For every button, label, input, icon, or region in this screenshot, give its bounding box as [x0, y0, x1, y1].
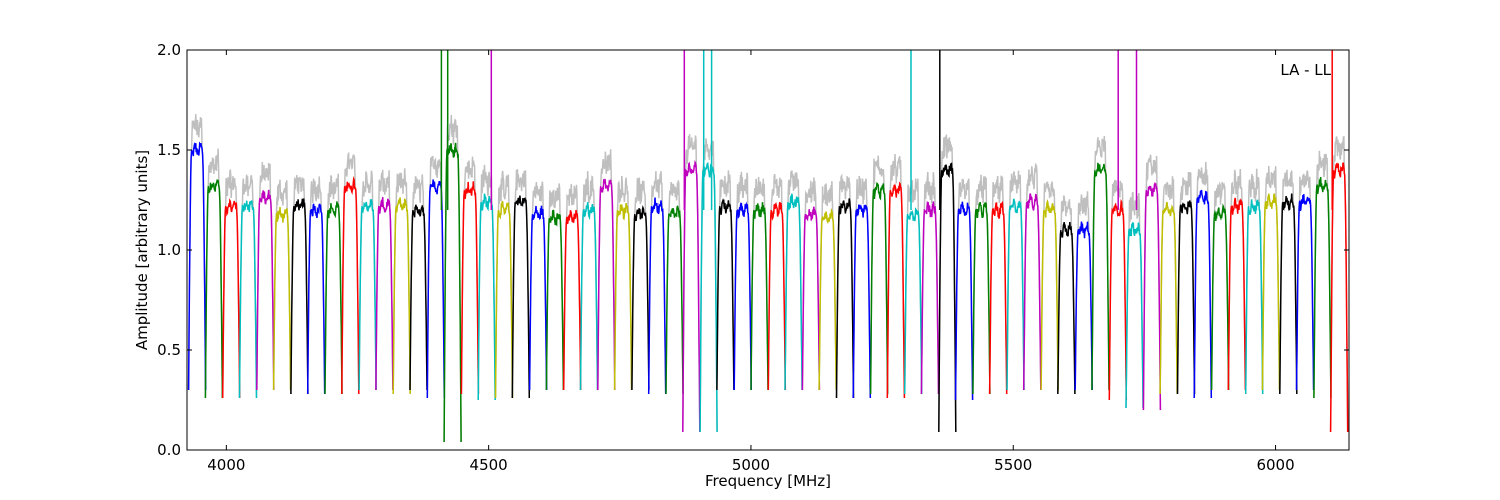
tick-group: 4000 4500 5000 5500 6000 0.0 0.5 1.0 1.5 2.0 [157, 41, 1349, 474]
series-line [631, 205, 650, 391]
y-axis-label: Amplitude [arbitrary units] [133, 150, 151, 350]
x-tick-label: 4500 [470, 456, 508, 474]
series-line [306, 203, 326, 395]
series-line [290, 198, 309, 395]
series-line [972, 202, 991, 395]
series-line [460, 181, 480, 395]
series-line [1057, 221, 1076, 395]
x-tick-label: 4000 [207, 456, 245, 474]
series-line [1329, 162, 1349, 433]
series-line [1108, 198, 1128, 401]
series-line [597, 178, 616, 391]
series-line [1313, 177, 1332, 399]
series-line [324, 201, 343, 395]
series-line [511, 195, 531, 399]
series-line [835, 198, 855, 399]
series-line [1125, 221, 1144, 409]
series-line [358, 199, 377, 391]
series-line [647, 197, 667, 395]
series-line [801, 206, 821, 391]
series-line [1193, 189, 1213, 399]
x-axis-label: Frequency [MHz] [705, 472, 831, 490]
series-line [494, 200, 514, 399]
series-line [187, 141, 207, 391]
series-line [375, 197, 394, 391]
series-line [238, 200, 258, 399]
series-line [1227, 197, 1247, 391]
series-group [187, 141, 1349, 443]
series-line [1074, 221, 1093, 391]
series-line [665, 205, 684, 395]
x-tick-label: 6000 [1256, 456, 1294, 474]
series-line [886, 181, 906, 399]
series-line [716, 198, 735, 391]
y-tick-label: 1.0 [157, 241, 181, 259]
series-line [920, 200, 940, 395]
series-line [613, 202, 633, 391]
series-line [562, 209, 582, 391]
series-line [903, 207, 923, 395]
series-line [204, 178, 224, 399]
series-line [1261, 193, 1281, 391]
series-line [392, 197, 411, 395]
y-tick-label: 1.5 [157, 141, 181, 159]
series-line [528, 205, 548, 391]
series-line [221, 198, 241, 399]
x-tick-label: 5000 [732, 456, 770, 474]
series-line [699, 162, 718, 433]
series-line [443, 142, 462, 443]
series-line [938, 162, 957, 433]
series-line [1279, 193, 1298, 395]
series-line [1006, 198, 1025, 391]
spike-group [440, 50, 1333, 210]
series-line [733, 201, 752, 391]
series-line [954, 201, 974, 401]
series-line [579, 202, 599, 391]
x-tick-label: 5500 [994, 456, 1032, 474]
series-line [272, 206, 292, 391]
series-line [784, 193, 803, 391]
series-line [1022, 193, 1042, 391]
series-line [682, 159, 701, 433]
series-line [1295, 194, 1315, 391]
series-line [818, 207, 837, 391]
series-line [767, 201, 787, 391]
series-line [409, 204, 428, 391]
baseline-annotation: LA - LL [1280, 61, 1331, 79]
y-tick-label: 0.5 [157, 341, 181, 359]
y-tick-label: 2.0 [157, 41, 181, 59]
series-line [1159, 201, 1178, 395]
series-line [852, 204, 872, 399]
series-line [1244, 199, 1264, 395]
series-line [477, 193, 496, 401]
series-line [1142, 181, 1162, 411]
series-line [988, 200, 1008, 395]
series-line [1210, 203, 1230, 391]
series-line [1091, 162, 1110, 391]
series-line [1176, 200, 1196, 395]
series-line [1040, 198, 1059, 391]
series-line [256, 189, 275, 391]
series-line [545, 209, 565, 391]
series-line [869, 182, 889, 395]
series-line [341, 176, 360, 395]
y-tick-label: 0.0 [157, 441, 181, 459]
series-line [750, 202, 769, 391]
